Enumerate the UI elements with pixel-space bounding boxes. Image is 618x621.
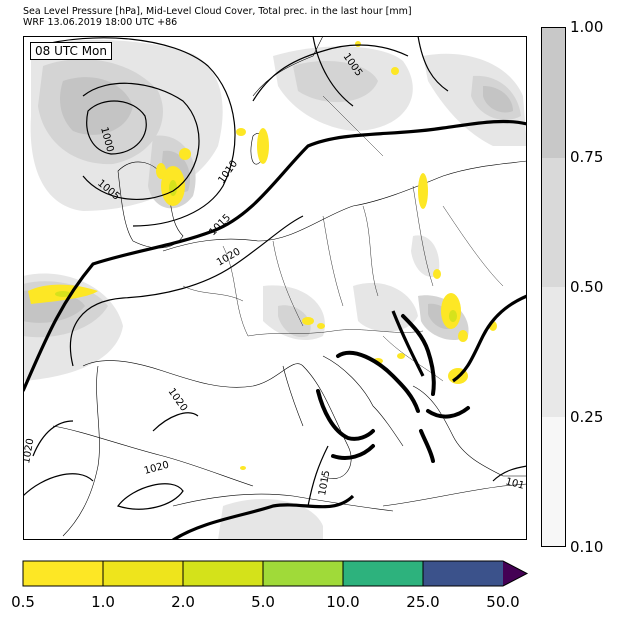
map-panel: 1000 1005 1005 1010 1015 1020 1020 1020 …	[23, 36, 527, 540]
precip-bin-6	[423, 561, 503, 586]
precip-tick-label: 10.0	[326, 593, 360, 611]
cloud-bin-2	[542, 157, 565, 287]
cloud-bin-3	[542, 287, 565, 417]
precip-tick-label: 0.5	[11, 593, 35, 611]
adriatic-coast-bold	[316, 314, 470, 463]
isobars-thin	[23, 36, 527, 510]
chart-subtitle: WRF 13.06.2019 18:00 UTC +86	[23, 17, 178, 28]
cloud-bin-4	[542, 416, 565, 546]
precipitation-colorbar	[22, 560, 529, 587]
country-borders	[182, 95, 504, 382]
precip-bin-1	[23, 561, 103, 586]
isobars-thick	[23, 119, 527, 540]
chart-title: Sea Level Pressure [hPa], Mid-Level Clou…	[23, 6, 412, 17]
precip-tick-label: 2.0	[171, 593, 195, 611]
coastlines	[52, 36, 527, 537]
map-canvas: 1000 1005 1005 1010 1015 1020 1020 1020 …	[23, 36, 527, 540]
precip-overflow-arrow	[503, 561, 527, 586]
valid-time-label: 08 UTC Mon	[30, 42, 112, 60]
precip-bin-4	[263, 561, 343, 586]
precip-tick-label: 1.0	[91, 593, 115, 611]
cloud-tick-label: 1.00	[570, 18, 604, 36]
isobar-label: 1015	[317, 470, 332, 497]
precip-bin-5	[343, 561, 423, 586]
isobar-label: 1020	[23, 438, 36, 465]
precip-bin-3	[183, 561, 263, 586]
cloud-tick-label: 0.50	[570, 278, 604, 296]
precip-bin-2	[103, 561, 183, 586]
precip-tick-label: 50.0	[486, 593, 520, 611]
cloud-tick-label: 0.25	[570, 408, 604, 426]
cloud-tick-label: 0.75	[570, 148, 604, 166]
precip-tick-label: 5.0	[251, 593, 275, 611]
cloud-bin-1	[542, 28, 565, 158]
cloud-cover-colorbar	[541, 27, 566, 547]
cloud-tick-label: 0.10	[570, 538, 604, 556]
isobar-label: 101	[504, 476, 525, 492]
precip-tick-label: 25.0	[406, 593, 440, 611]
